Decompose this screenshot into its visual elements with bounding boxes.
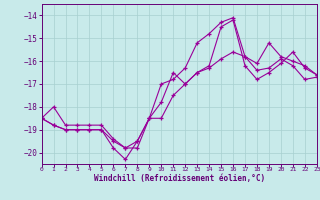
X-axis label: Windchill (Refroidissement éolien,°C): Windchill (Refroidissement éolien,°C) [94, 174, 265, 183]
